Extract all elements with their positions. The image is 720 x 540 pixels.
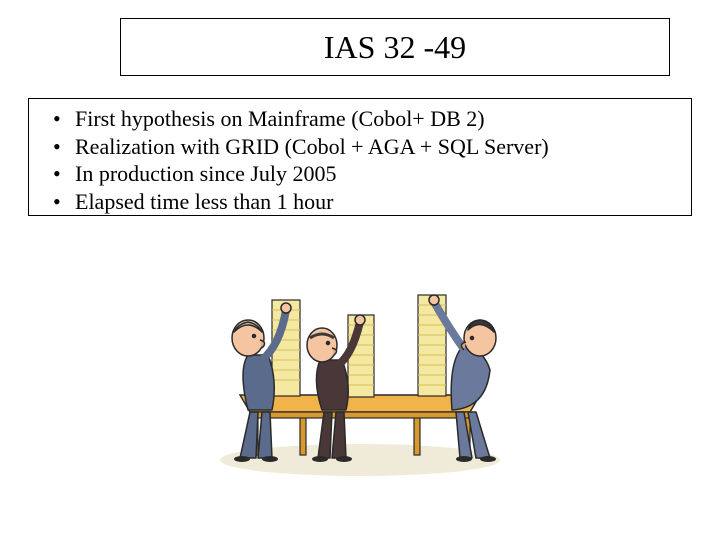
list-item: Realization with GRID (Cobol + AGA + SQL… xyxy=(75,133,673,161)
cartoon-illustration-icon xyxy=(200,260,520,480)
list-item: Elapsed time less than 1 hour xyxy=(75,188,673,216)
page-title: IAS 32 -49 xyxy=(324,29,466,66)
list-item: In production since July 2005 xyxy=(75,160,673,188)
bullet-list: First hypothesis on Mainframe (Cobol+ DB… xyxy=(28,98,692,216)
list-item: First hypothesis on Mainframe (Cobol+ DB… xyxy=(75,105,673,133)
title-box: IAS 32 -49 xyxy=(120,18,670,76)
